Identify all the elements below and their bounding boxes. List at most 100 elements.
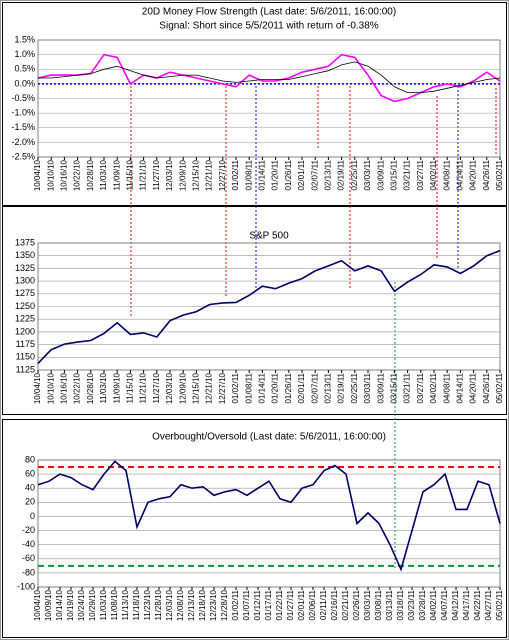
y-tick-label: 1250	[15, 301, 35, 311]
x-tick-label: 04/22/11	[473, 589, 482, 620]
x-tick-label: 10/10/10	[46, 159, 55, 191]
y-tick-label: -100	[17, 581, 35, 591]
x-tick-label: 11/21/10	[139, 159, 148, 190]
x-tick-label: 12/03/10	[165, 159, 174, 191]
x-tick-label: 02/07/11	[310, 159, 319, 190]
x-tick-label: 01/20/11	[271, 372, 280, 403]
y-tick-label: 1175	[16, 339, 35, 349]
x-tick-label: 02/06/11	[308, 589, 317, 620]
x-tick-label: 12/03/10	[165, 372, 174, 404]
x-tick-label: 10/22/10	[73, 159, 82, 191]
x-tick-label: 04/12/11	[451, 589, 460, 620]
x-tick-label: 10/16/10	[60, 372, 69, 404]
x-tick-label: 01/02/11	[231, 589, 240, 620]
y-tick-label: 1375	[15, 237, 35, 247]
x-tick-label: 10/04/10	[33, 589, 42, 621]
x-tick-label: 01/27/11	[286, 589, 295, 620]
y-tick-label: -1.0%	[11, 108, 35, 118]
x-tick-label: 05/02/11	[495, 589, 504, 620]
y-tick-label: -60	[22, 553, 35, 563]
y-tick-label: 1150	[16, 352, 35, 362]
x-tick-label: 04/14/11	[456, 159, 465, 190]
x-tick-label: 04/26/11	[482, 159, 491, 190]
y-tick-label: 20	[25, 497, 35, 507]
x-tick-label: 10/28/10	[86, 372, 95, 404]
y-tick-label: -0.5%	[11, 93, 35, 103]
x-tick-label: 11/13/10	[121, 589, 130, 620]
x-tick-label: 04/26/11	[482, 372, 491, 403]
y-tick-label: -2.0%	[11, 137, 35, 147]
x-tick-label: 11/27/10	[152, 159, 161, 190]
x-tick-label: 11/08/10	[110, 589, 119, 620]
y-tick-label: 1.5%	[14, 34, 35, 44]
x-tick-label: 03/08/11	[374, 589, 383, 620]
x-tick-label: 04/17/11	[462, 589, 471, 620]
x-tick-label: 10/24/10	[77, 589, 86, 621]
x-tick-label: 02/13/11	[324, 159, 333, 190]
signal-lines	[130, 86, 497, 570]
x-tick-label: 03/15/11	[390, 372, 399, 403]
x-tick-label: 02/25/11	[350, 159, 359, 190]
x-tick-label: 01/14/11	[258, 372, 267, 403]
x-tick-label: 12/08/10	[176, 589, 185, 621]
x-tick-label: 11/03/10	[99, 589, 108, 620]
x-tick-label: 04/07/11	[440, 589, 449, 620]
x-tick-label: 11/21/10	[139, 372, 148, 403]
x-tick-label: 01/22/11	[275, 589, 284, 620]
series-line	[37, 53, 501, 103]
x-tick-label: 10/04/10	[33, 159, 42, 191]
x-tick-label: 03/15/11	[390, 159, 399, 190]
x-tick-label: 05/02/11	[495, 372, 504, 403]
series-line	[38, 61, 501, 93]
chart-title: S&P 500	[249, 231, 289, 242]
x-tick-label: 04/14/11	[456, 372, 465, 403]
x-tick-label: 01/07/11	[242, 589, 251, 620]
x-tick-label: 02/19/11	[337, 372, 346, 403]
x-tick-label: 11/18/10	[132, 589, 141, 620]
x-tick-label: 11/23/10	[143, 589, 152, 620]
x-tick-label: 12/03/10	[165, 589, 174, 621]
x-tick-label: 01/02/11	[231, 159, 240, 190]
x-tick-label: 02/11/11	[319, 589, 328, 620]
panel-border	[2, 206, 507, 415]
y-tick-label: 0.5%	[14, 64, 35, 74]
x-tick-label: 02/19/11	[337, 159, 346, 190]
x-tick-label: 02/01/11	[297, 372, 306, 403]
x-tick-label: 10/14/10	[55, 589, 64, 621]
series-line	[37, 460, 501, 572]
x-tick-label: 03/03/11	[363, 372, 372, 403]
x-tick-label: 01/26/11	[284, 372, 293, 403]
x-tick-label: 04/20/11	[469, 372, 478, 403]
plot-area	[37, 39, 501, 158]
x-tick-label: 04/20/11	[469, 159, 478, 190]
x-tick-label: 11/15/10	[126, 372, 135, 403]
x-tick-label: 01/26/11	[284, 159, 293, 190]
y-tick-label: 0.0%	[14, 78, 35, 88]
plot-area	[37, 242, 501, 371]
chart-title: 20D Money Flow Strength (Last date: 5/6/…	[142, 7, 396, 18]
x-tick-label: 05/02/11	[495, 159, 504, 190]
x-tick-label: 10/16/10	[60, 159, 69, 191]
x-tick-label: 02/21/11	[341, 589, 350, 620]
y-tick-label: 1225	[15, 314, 35, 324]
x-tick-label: 03/27/11	[416, 372, 425, 403]
x-tick-label: 02/01/11	[297, 589, 306, 620]
x-tick-label: 10/10/10	[46, 372, 55, 404]
panel-border	[2, 2, 507, 206]
x-tick-label: 04/02/11	[429, 589, 438, 620]
x-tick-label: 01/12/11	[253, 589, 262, 620]
y-tick-label: 0	[30, 511, 35, 521]
y-tick-label: -1.5%	[11, 122, 35, 132]
y-tick-label: 1275	[15, 288, 35, 298]
x-tick-label: 10/04/10	[33, 372, 42, 404]
x-tick-label: 02/16/11	[330, 589, 339, 620]
x-tick-label: 03/23/11	[407, 589, 416, 620]
x-tick-label: 03/03/11	[363, 159, 372, 190]
x-tick-label: 03/13/11	[385, 589, 394, 620]
x-tick-label: 01/08/11	[244, 159, 253, 190]
x-tick-label: 12/27/10	[218, 372, 227, 404]
panel-border	[2, 419, 507, 638]
y-tick-label: 1200	[15, 326, 35, 336]
